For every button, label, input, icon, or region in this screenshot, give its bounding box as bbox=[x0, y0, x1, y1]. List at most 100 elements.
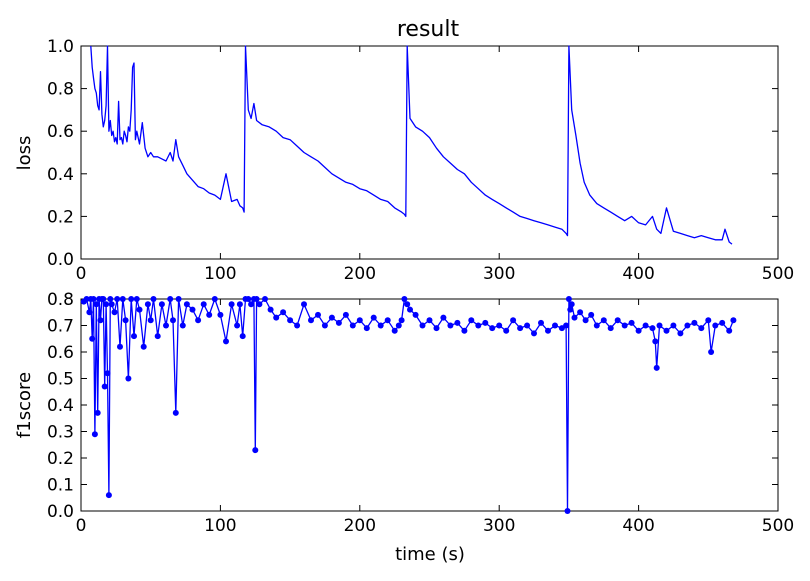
f1score-data-point bbox=[621, 322, 628, 329]
f1score-data-point bbox=[234, 322, 241, 329]
f1score-data-point bbox=[294, 322, 301, 329]
f1score-data-point bbox=[377, 322, 384, 329]
f1score-data-point bbox=[705, 317, 712, 324]
loss-plot-frame bbox=[80, 45, 779, 260]
loss-y-axis-label: loss bbox=[14, 136, 35, 171]
f1score-data-point bbox=[404, 301, 411, 308]
f1score-data-point bbox=[489, 325, 496, 332]
f1score-data-point bbox=[363, 325, 370, 332]
f1score-data-point bbox=[108, 301, 115, 308]
f1score-data-point bbox=[206, 311, 213, 318]
f1score-data-point bbox=[698, 325, 705, 332]
f1score-data-point bbox=[684, 322, 691, 329]
f1score-data-point bbox=[128, 296, 135, 302]
f1score-data-point bbox=[179, 322, 186, 329]
f1score-data-point bbox=[719, 319, 726, 326]
f1score-data-point bbox=[122, 317, 129, 324]
f1score-data-point bbox=[217, 311, 224, 318]
f1score-data-point bbox=[653, 364, 660, 371]
f1score-y-tick-label: 0.0 bbox=[47, 502, 74, 522]
f1score-data-point bbox=[461, 327, 468, 334]
f1score-series bbox=[80, 296, 737, 514]
f1score-data-point bbox=[91, 431, 98, 438]
loss-y-tick-label: 0.2 bbox=[47, 207, 74, 227]
f1score-data-point bbox=[239, 333, 246, 340]
loss-series-line bbox=[90, 45, 733, 245]
f1score-data-point bbox=[370, 314, 377, 321]
f1score-data-point bbox=[301, 301, 307, 308]
f1score-data-point bbox=[154, 333, 161, 340]
f1score-data-point bbox=[131, 333, 137, 340]
f1score-data-point bbox=[663, 327, 670, 334]
f1score-data-point bbox=[545, 327, 551, 334]
f1score-data-point bbox=[93, 301, 100, 308]
f1score-data-point bbox=[172, 409, 179, 416]
f1score-data-point bbox=[328, 314, 335, 321]
f1score-subplot: f1score time (s) 0 100 200 300 400 5000.00.10… bbox=[14, 290, 794, 565]
f1score-data-point bbox=[552, 322, 558, 329]
f1score-data-point bbox=[252, 447, 259, 454]
f1score-data-point bbox=[262, 296, 268, 302]
f1score-data-point bbox=[321, 322, 328, 329]
loss-y-tick-label: 0.6 bbox=[47, 122, 74, 142]
f1score-data-point bbox=[726, 327, 733, 334]
f1score-data-point bbox=[89, 335, 96, 342]
f1score-data-point bbox=[167, 296, 174, 302]
f1score-data-point bbox=[475, 322, 482, 329]
f1score-data-point bbox=[144, 301, 151, 308]
f1score-data-point bbox=[111, 309, 118, 316]
f1score-data-point bbox=[642, 322, 649, 329]
f1score-data-point bbox=[677, 330, 684, 337]
f1score-data-point bbox=[175, 296, 182, 302]
f1score-data-point bbox=[183, 301, 190, 308]
f1score-data-point bbox=[398, 317, 405, 324]
f1score-data-point bbox=[440, 314, 447, 321]
f1score-y-axis-label: f1score bbox=[14, 372, 35, 438]
f1score-data-point bbox=[447, 322, 454, 329]
f1score-data-point bbox=[628, 319, 635, 326]
loss-y-tick-label: 0.4 bbox=[47, 165, 74, 185]
f1score-data-point bbox=[567, 306, 574, 313]
f1score-y-tick-label: 0.4 bbox=[47, 396, 74, 416]
f1score-data-point bbox=[83, 296, 90, 302]
f1score-data-point bbox=[248, 301, 255, 308]
f1score-data-point bbox=[412, 311, 419, 318]
f1score-y-tick-label: 0.8 bbox=[47, 290, 74, 310]
loss-x-tick-label: 0 bbox=[76, 264, 87, 284]
time-x-axis-label: time (s) bbox=[395, 544, 465, 565]
f1score-data-point bbox=[94, 409, 101, 416]
f1score-data-point bbox=[482, 319, 489, 326]
f1score-data-point bbox=[103, 301, 110, 308]
loss-y-tick-label: 0.0 bbox=[47, 250, 74, 270]
loss-axis-ticks: 0 100 200 300 400 500 0.0 0.2 0.4 0.6 0.8 1.0 bbox=[47, 37, 794, 284]
f1score-data-point bbox=[600, 317, 607, 324]
f1score-data-point bbox=[342, 311, 349, 318]
f1score-x-tick-label: 300 bbox=[483, 516, 515, 536]
f1score-data-point bbox=[656, 322, 663, 329]
f1score-data-point bbox=[593, 322, 600, 329]
f1score-data-point bbox=[105, 492, 112, 499]
f1score-data-point bbox=[253, 296, 260, 302]
f1score-data-point bbox=[100, 296, 107, 302]
f1score-plot-frame bbox=[80, 298, 779, 512]
loss-x-tick-label: 300 bbox=[483, 264, 515, 284]
f1score-data-point bbox=[335, 319, 342, 326]
f1score-data-point bbox=[433, 325, 440, 332]
f1score-data-point bbox=[730, 317, 737, 324]
loss-x-tick-label: 200 bbox=[344, 264, 376, 284]
f1score-y-tick-label: 0.2 bbox=[47, 449, 74, 469]
f1score-data-point bbox=[200, 301, 207, 308]
f1score-data-point bbox=[228, 301, 235, 308]
f1score-data-point bbox=[133, 296, 140, 302]
f1score-data-point bbox=[568, 301, 575, 308]
f1score-x-tick-label: 100 bbox=[204, 516, 236, 536]
f1score-axis-ticks: 0 100 200 300 400 500 0.0 0.1 0.2 0.3 0.4 0.5 0.6 0.7… bbox=[47, 290, 794, 536]
f1score-y-tick-label: 0.1 bbox=[47, 476, 74, 496]
f1score-data-point bbox=[280, 309, 287, 316]
f1score-data-point bbox=[211, 296, 218, 302]
loss-y-tick-label: 1.0 bbox=[47, 37, 74, 57]
loss-x-tick-label: 100 bbox=[204, 264, 236, 284]
f1score-data-point bbox=[538, 319, 544, 326]
f1score-data-point bbox=[607, 325, 614, 332]
f1score-data-point bbox=[163, 322, 169, 329]
